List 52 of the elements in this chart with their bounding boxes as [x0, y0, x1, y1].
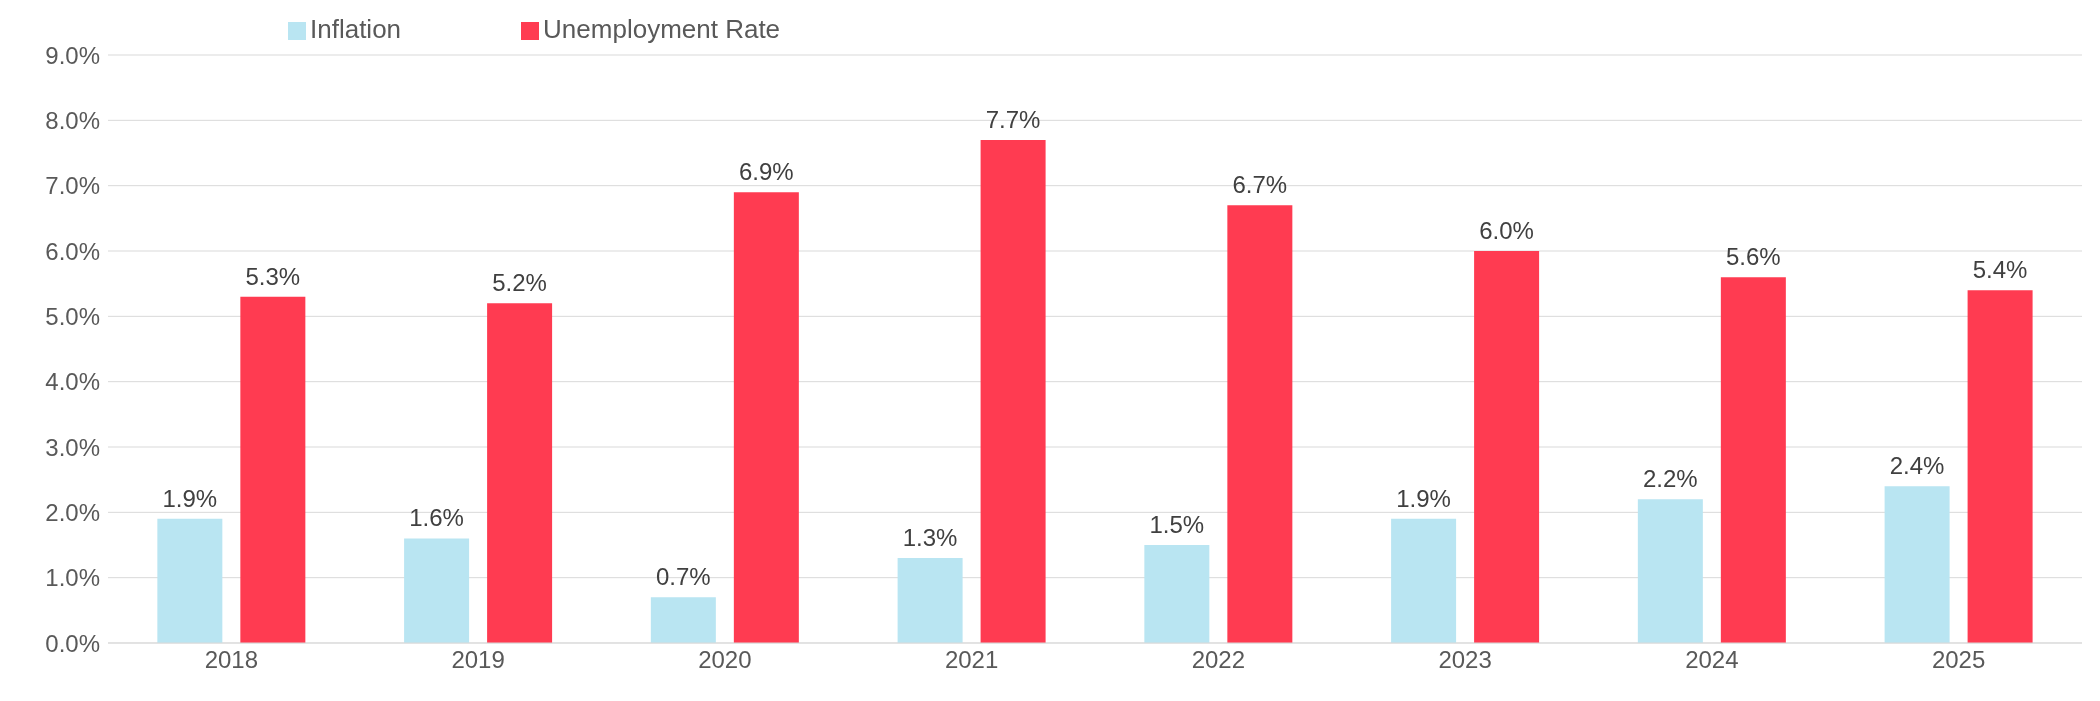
bar [240, 296, 306, 643]
bar [733, 192, 799, 643]
bar [1720, 277, 1786, 643]
y-tick-label: 0.0% [45, 629, 100, 657]
data-label: 2.4% [1889, 452, 1945, 480]
bar [1474, 251, 1540, 643]
data-label: 1.9% [162, 484, 218, 512]
legend-label: Inflation [310, 14, 402, 44]
x-tick-label: 2025 [1931, 646, 1986, 674]
data-label: 5.4% [1972, 256, 2028, 284]
bar [1391, 518, 1457, 643]
y-tick-label: 8.0% [45, 106, 100, 134]
bar [404, 538, 470, 643]
bar [487, 303, 553, 643]
x-tick-label: 2018 [204, 646, 259, 674]
data-label: 1.5% [1149, 511, 1205, 538]
bar [897, 558, 963, 643]
x-tick-label: 2021 [944, 646, 999, 674]
y-tick-label: 1.0% [45, 564, 100, 592]
data-label: 6.9% [739, 158, 794, 186]
data-label: 0.7% [656, 563, 711, 591]
y-tick-label: 6.0% [45, 237, 100, 265]
x-tick-label: 2020 [698, 646, 752, 674]
data-label: 6.0% [1479, 217, 1534, 244]
bar [1884, 486, 1950, 643]
x-tick-label: 2019 [451, 646, 505, 674]
x-tick-label: 2022 [1191, 646, 1246, 674]
data-label: 2.2% [1643, 465, 1698, 493]
data-label: 1.9% [1396, 484, 1451, 512]
y-tick-label: 5.0% [45, 302, 100, 330]
legend-label: Unemployment Rate [543, 14, 781, 44]
x-tick-label: 2023 [1438, 646, 1492, 674]
bar [157, 518, 223, 643]
data-label: 1.3% [902, 524, 958, 552]
y-tick-label: 2.0% [45, 498, 100, 526]
bar [1637, 499, 1703, 643]
bar [980, 139, 1046, 643]
data-label: 5.6% [1726, 243, 1781, 271]
y-tick-label: 9.0% [45, 41, 100, 69]
bar [1227, 205, 1293, 643]
data-label: 6.7% [1232, 171, 1288, 199]
bar [650, 597, 716, 643]
data-label: 7.7% [985, 105, 1041, 133]
x-tick-label: 2024 [1685, 646, 1739, 674]
data-label: 5.2% [492, 269, 547, 297]
y-tick-label: 7.0% [45, 172, 100, 200]
y-tick-label: 4.0% [45, 368, 100, 396]
data-label: 5.3% [245, 262, 301, 290]
y-tick-label: 3.0% [45, 433, 100, 461]
bar [1144, 545, 1210, 643]
bar [1967, 290, 2033, 643]
data-label: 1.6% [409, 504, 464, 532]
